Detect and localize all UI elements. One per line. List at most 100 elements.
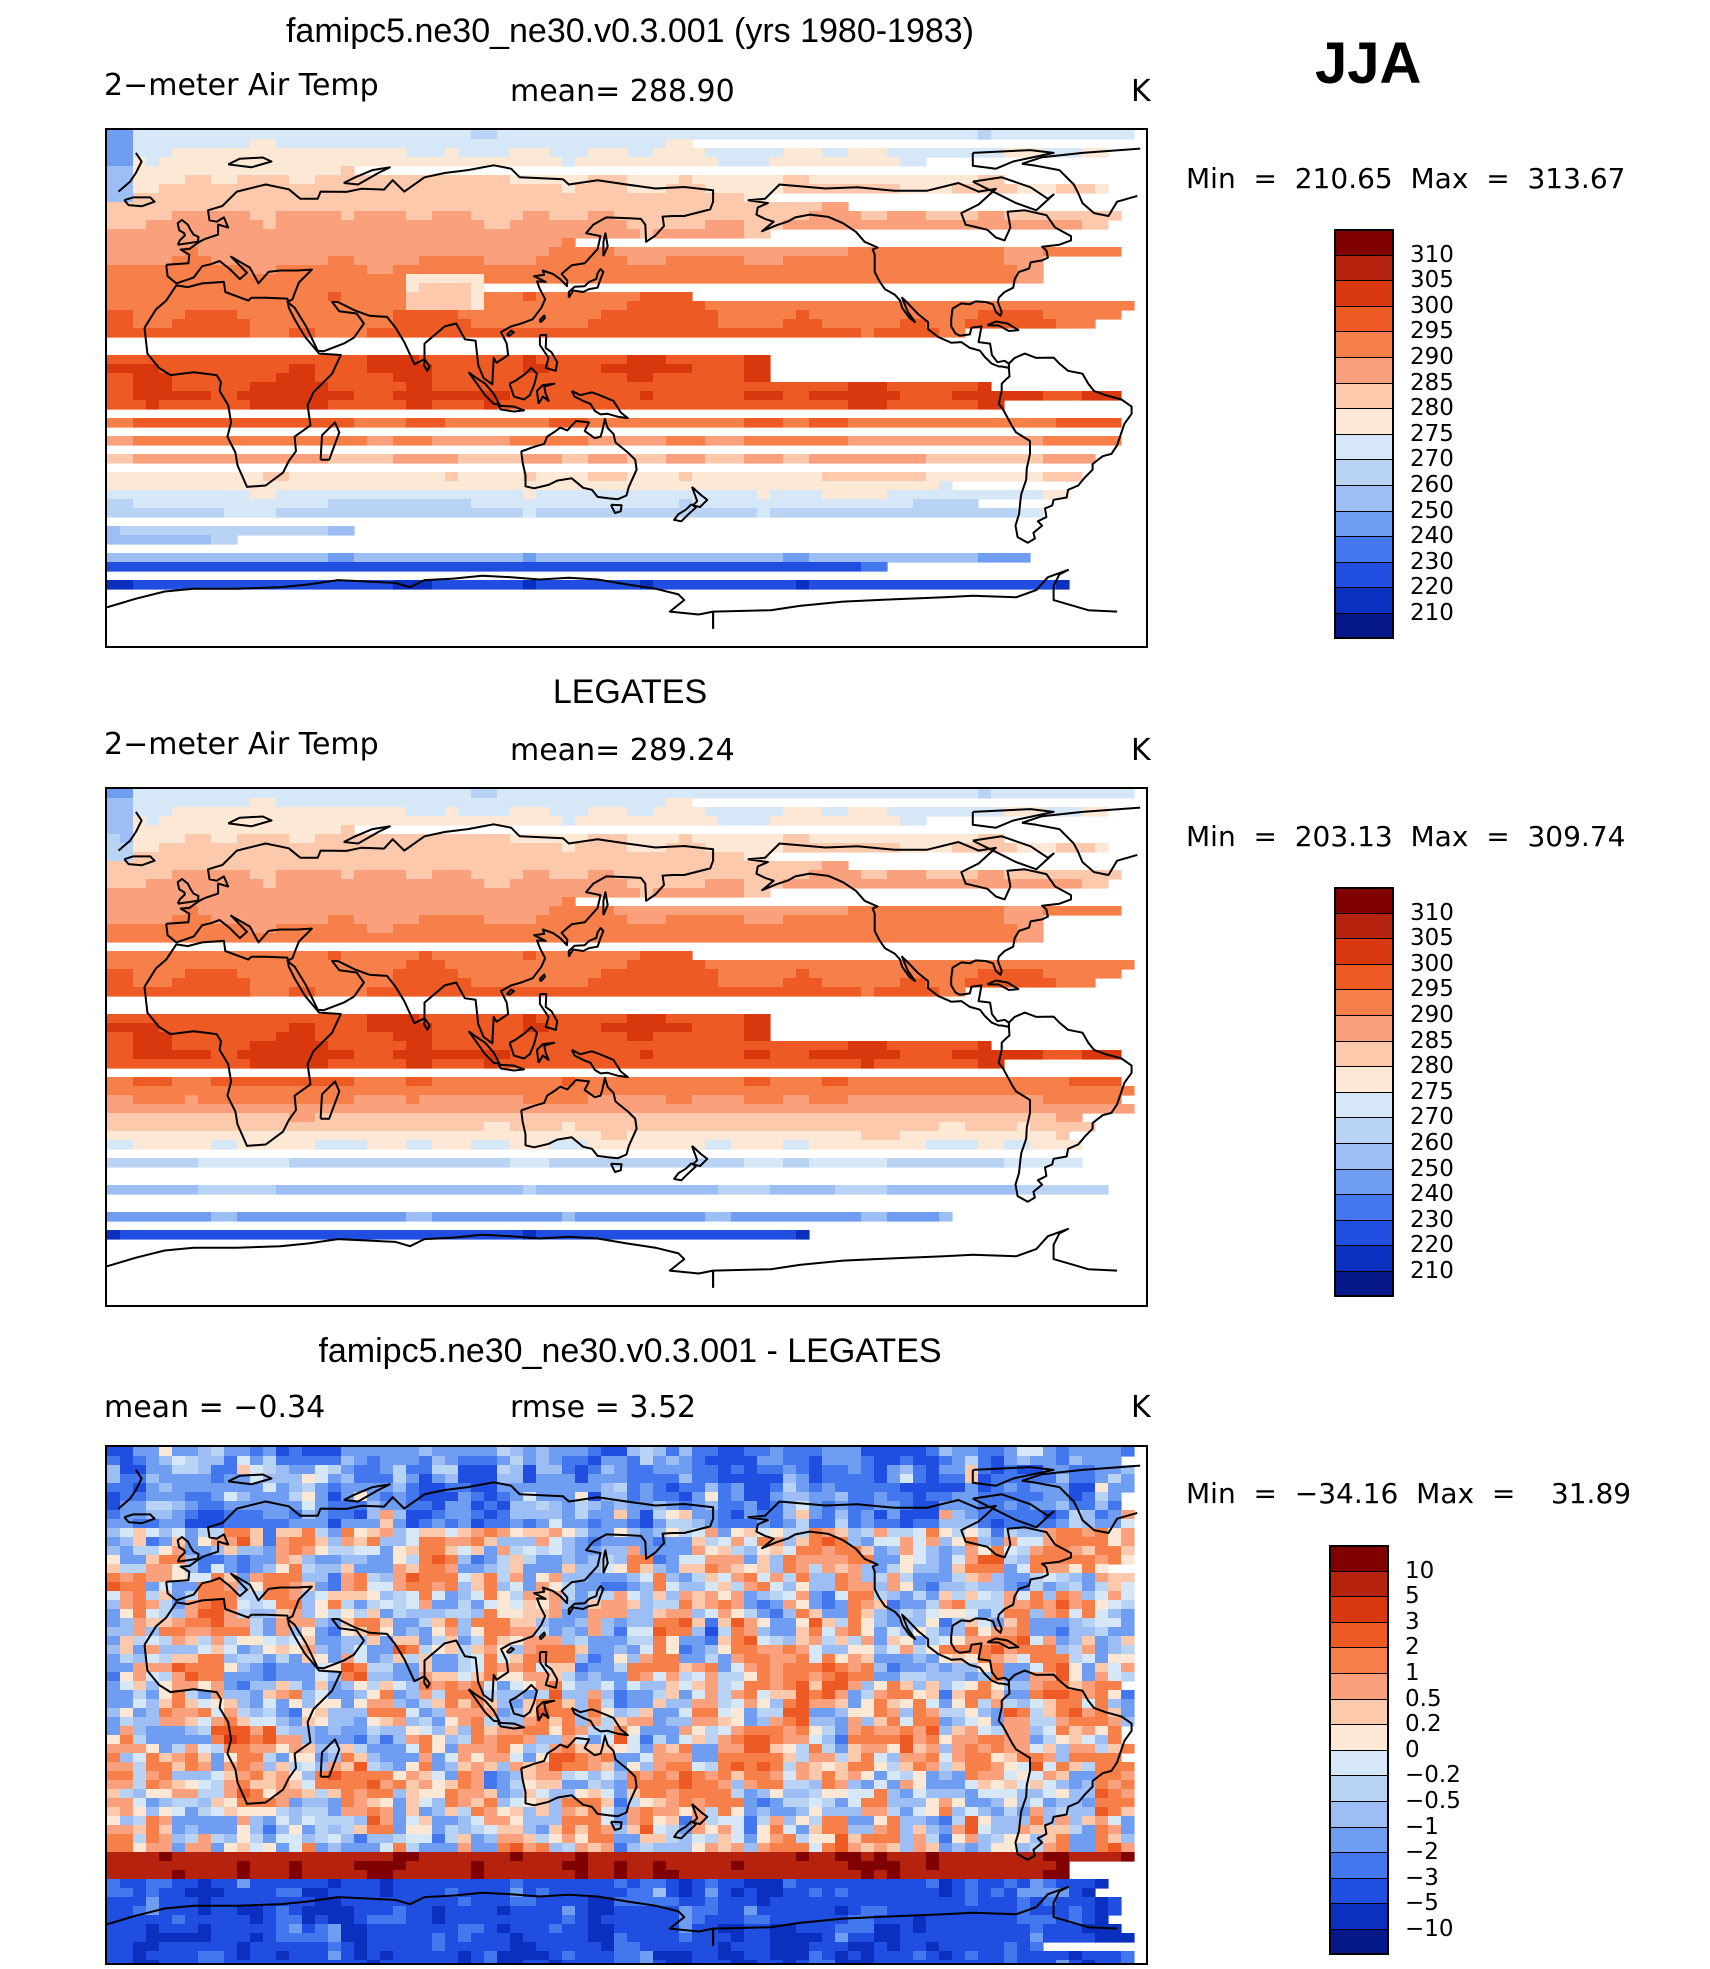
field-cell: [107, 580, 134, 590]
field-cell: [653, 1519, 667, 1529]
field-cell: [835, 1852, 862, 1862]
field-cell: [1030, 1591, 1044, 1601]
field-cell: [796, 1825, 810, 1835]
field-cell: [874, 1600, 888, 1610]
field-cell: [848, 1095, 1044, 1105]
field-cell: [809, 1789, 823, 1799]
colorbar-swatch: [1334, 485, 1394, 511]
field-cell: [1069, 1510, 1083, 1520]
field-cell: [861, 1780, 875, 1790]
field-cell: [783, 1555, 797, 1565]
field-cell: [185, 969, 238, 979]
field-cell: [237, 1906, 264, 1916]
field-cell: [562, 1555, 576, 1565]
field-cell: [237, 1492, 251, 1502]
field-cell: [510, 220, 628, 230]
field-cell: [1095, 1690, 1109, 1700]
field-cell: [406, 1708, 420, 1718]
field-cell: [211, 1212, 238, 1222]
field-cell: [354, 1456, 368, 1466]
field-cell: [458, 1933, 472, 1943]
field-cell: [926, 1546, 940, 1556]
field-cell: [120, 1654, 134, 1664]
field-cell: [744, 1573, 758, 1583]
field-cell: [107, 1843, 134, 1853]
field-cell: [900, 319, 927, 329]
field-cell: [523, 1456, 537, 1466]
field-cell: [497, 1663, 524, 1673]
field-cell: [926, 211, 979, 221]
field-cell: [861, 1699, 875, 1709]
field-cell: [848, 1798, 862, 1808]
colorbar-swatch: [1329, 1877, 1389, 1904]
field-cell: [1030, 1618, 1070, 1628]
field-cell: [120, 1816, 134, 1826]
field-cell: [744, 1834, 758, 1844]
field-cell: [523, 1699, 537, 1709]
field-cell: [653, 580, 797, 590]
field-cell: [367, 1933, 433, 1943]
field-cell: [1095, 1897, 1109, 1907]
field-cell: [523, 1564, 563, 1574]
field-cell: [185, 1519, 225, 1529]
field-cell: [484, 1492, 498, 1502]
field-cell: [263, 1816, 277, 1826]
field-cell: [796, 1483, 810, 1493]
field-cell: [679, 1807, 693, 1817]
field-cell: [1082, 1672, 1096, 1682]
panel-1-map: [105, 128, 1148, 648]
field-cell: [1108, 1735, 1122, 1745]
field-cell: [952, 1735, 979, 1745]
field-cell: [120, 1609, 134, 1619]
field-cell: [341, 1789, 355, 1799]
field-cell: [1069, 1852, 1122, 1862]
field-cell: [952, 1591, 966, 1601]
field-cell: [328, 1546, 355, 1556]
field-cell: [328, 454, 394, 464]
field-cell: [1030, 1771, 1044, 1781]
field-cell: [406, 1095, 420, 1105]
field-cell: [380, 1492, 394, 1502]
field-cell: [822, 1735, 836, 1745]
field-cell: [198, 1528, 225, 1538]
field-cell: [1017, 508, 1044, 518]
field-cell: [133, 1609, 147, 1619]
field-cell: [575, 1654, 589, 1664]
field-cell: [939, 1591, 953, 1601]
field-cell: [861, 1537, 875, 1547]
field-cell: [1030, 1654, 1070, 1664]
field-cell: [471, 1933, 511, 1943]
field-cell: [510, 1501, 537, 1511]
field-cell: [133, 978, 173, 988]
field-cell: [445, 1726, 459, 1736]
field-cell: [679, 1744, 693, 1754]
field-cell: [679, 1906, 693, 1916]
field-cell: [718, 1699, 732, 1709]
field-cell: [341, 1456, 355, 1466]
field-cell: [237, 1681, 251, 1691]
field-cell: [328, 1573, 342, 1583]
field-cell: [848, 1681, 862, 1691]
field-cell: [783, 879, 1083, 889]
field-cell: [770, 1077, 823, 1087]
field-cell: [744, 1465, 758, 1475]
field-cell: [1082, 1546, 1096, 1556]
field-cell: [562, 1744, 576, 1754]
field-cell: [1108, 1537, 1122, 1547]
field-cell: [133, 1591, 147, 1601]
field-cell: [679, 1492, 693, 1502]
field-cell: [978, 553, 1031, 563]
field-cell: [406, 301, 472, 311]
field-cell: [133, 807, 173, 817]
field-cell: [315, 1789, 329, 1799]
field-cell: [341, 1627, 355, 1637]
field-cell: [861, 1519, 875, 1529]
field-cell: [861, 1834, 901, 1844]
field-cell: [237, 1537, 251, 1547]
field-cell: [913, 1519, 940, 1529]
panel-2-map-svg: [107, 789, 1141, 1288]
field-cell: [718, 1834, 732, 1844]
colorbar-label: 290: [1410, 344, 1454, 370]
field-cell: [731, 1600, 745, 1610]
field-cell: [1030, 1735, 1044, 1745]
